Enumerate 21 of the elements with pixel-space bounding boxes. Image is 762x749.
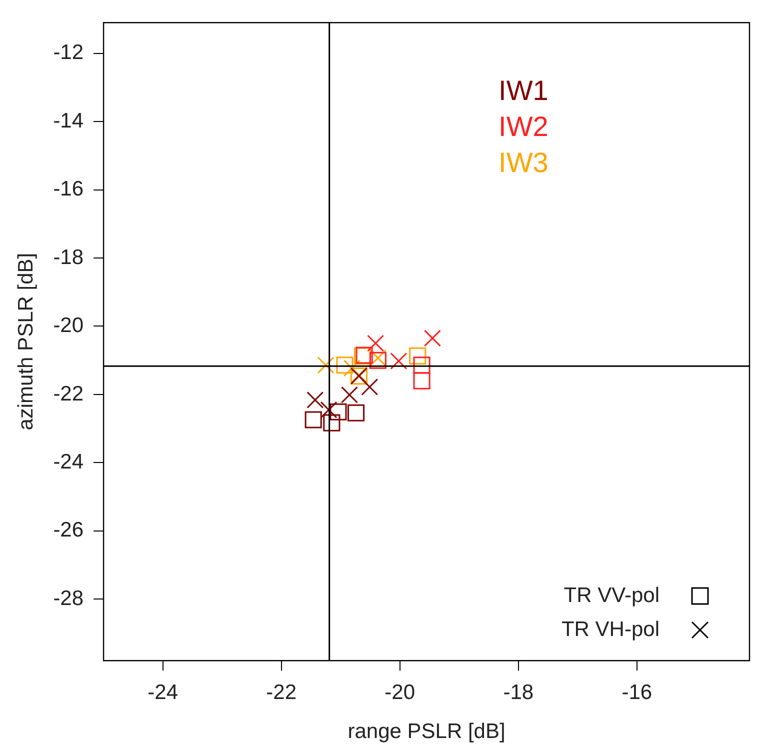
y-tick-label: -12	[53, 41, 84, 64]
x-tick-label: -16	[622, 680, 652, 704]
y-tick-label: -22	[53, 382, 84, 406]
y-tick-label: -20	[53, 314, 84, 338]
y-tick-label: -14	[53, 109, 84, 132]
y-tick-label: -28	[53, 586, 84, 610]
y-tick-label: -24	[53, 450, 84, 474]
x-axis-title: range PSLR [dB]	[348, 720, 506, 744]
y-axis-title: azimuth PSLR [dB]	[14, 252, 38, 430]
x-tick-label: -24	[148, 680, 178, 704]
annotation: TR VV-pol	[564, 584, 660, 608]
text: IW1	[498, 74, 548, 108]
y-tick-label: -16	[53, 178, 84, 201]
text: IW2	[498, 110, 548, 144]
annotation: TR VH-pol	[561, 618, 660, 642]
text: IW3	[498, 146, 548, 180]
x-tick-label: -22	[266, 680, 297, 704]
y-tick-label: -26	[53, 518, 84, 542]
x-tick-label: -18	[503, 680, 534, 704]
y-tick-label: -18	[53, 246, 84, 269]
x-tick-label: -20	[384, 680, 416, 704]
